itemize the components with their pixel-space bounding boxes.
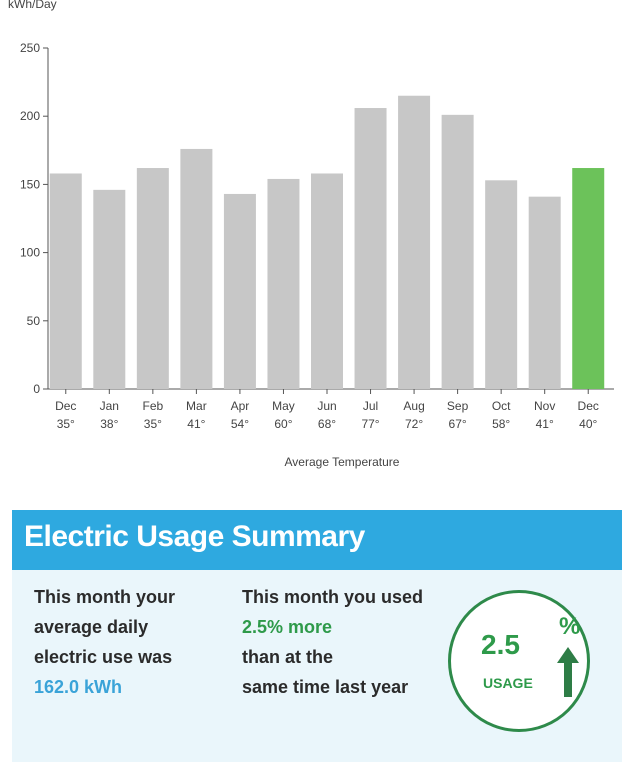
comparison-highlight: 2.5% more <box>242 617 333 637</box>
comparison-line-4: same time last year <box>242 677 409 697</box>
comparison-line-1: This month you used <box>242 587 424 607</box>
y-axis-label: kWh/Day <box>8 0 57 11</box>
x-tick-month: Sep <box>447 399 469 413</box>
x-tick-month: Oct <box>492 399 511 413</box>
y-tick-label: 250 <box>20 41 40 55</box>
up-arrow-icon <box>557 647 579 697</box>
daily-use-line-2: average daily <box>34 617 149 637</box>
x-tick-temperature: 72° <box>405 417 423 431</box>
x-tick-month: Jul <box>363 399 378 413</box>
bar-highlighted <box>572 168 605 389</box>
x-tick-temperature: 77° <box>361 417 379 431</box>
bar <box>223 193 256 389</box>
y-tick-label: 150 <box>20 177 40 191</box>
bar <box>441 114 474 389</box>
bar-chart: kWh/Day Average Temperature 0 50 100 150 200… <box>8 0 614 469</box>
bar <box>49 173 82 389</box>
x-tick-month: Dec <box>578 399 599 413</box>
x-tick-temperature: 41° <box>187 417 205 431</box>
electric-usage-summary: Electric Usage Summary This month your a… <box>12 510 622 762</box>
x-tick-month: Feb <box>143 399 164 413</box>
x-tick-month: Mar <box>186 399 207 413</box>
x-tick-temperature: 54° <box>231 417 249 431</box>
bar <box>311 173 343 389</box>
daily-use-line-3: electric use was <box>34 647 173 667</box>
x-tick-month: Aug <box>403 399 424 413</box>
x-tick-month: Apr <box>231 399 250 413</box>
daily-use-value: 162.0 kWh <box>34 677 123 697</box>
bar <box>485 180 518 389</box>
daily-use-line-1: This month your <box>34 587 175 607</box>
x-tick-month: Dec <box>55 399 76 413</box>
x-tick-temperature: 58° <box>492 417 510 431</box>
y-tick-label: 50 <box>27 314 41 328</box>
daily-use-text: This month your average daily electric u… <box>34 582 234 702</box>
x-tick-temperature: 35° <box>144 417 162 431</box>
x-tick-temperature: 41° <box>536 417 554 431</box>
usage-badge-label: USAGE <box>483 675 533 691</box>
x-tick-month: Jun <box>317 399 336 413</box>
bar <box>93 189 126 389</box>
x-tick-temperature: 67° <box>449 417 467 431</box>
x-tick-month: Nov <box>534 399 555 413</box>
y-tick-label: 100 <box>20 246 40 260</box>
usage-badge-value: 2.5 <box>481 629 520 660</box>
x-tick-temperature: 40° <box>579 417 597 431</box>
y-tick-label: 200 <box>20 109 40 123</box>
x-tick-temperature: 35° <box>57 417 75 431</box>
bar <box>180 148 213 389</box>
comparison-line-3: than at the <box>242 647 334 667</box>
bar <box>267 178 300 389</box>
bar <box>528 196 561 389</box>
bar <box>354 108 387 390</box>
bar <box>136 168 169 389</box>
x-tick-temperature: 60° <box>274 417 292 431</box>
x-tick-month: May <box>272 399 295 413</box>
summary-header: Electric Usage Summary <box>12 510 622 570</box>
x-tick-temperature: 38° <box>100 417 118 431</box>
x-tick-temperature: 68° <box>318 417 336 431</box>
y-tick-label: 0 <box>33 382 40 396</box>
x-axis-label: Average Temperature <box>285 455 400 469</box>
usage-badge-percent: % <box>559 613 581 640</box>
x-tick-month: Jan <box>100 399 119 413</box>
summary-title: Electric Usage Summary <box>24 520 365 553</box>
comparison-text: This month you used 2.5% more than at th… <box>242 582 462 702</box>
usage-badge: 2.5 % USAGE <box>448 590 590 732</box>
bar <box>398 95 431 390</box>
